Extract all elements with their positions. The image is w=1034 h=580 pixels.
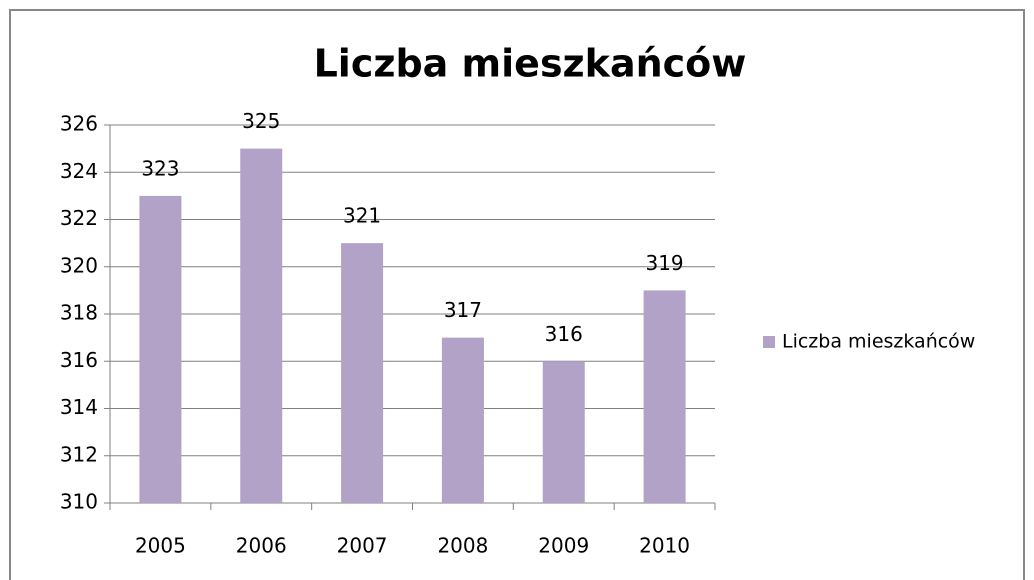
- data-label: 317: [444, 298, 482, 322]
- y-tick-label: 324: [60, 159, 98, 183]
- x-tick-label: 2010: [639, 534, 690, 558]
- y-tick-label: 310: [60, 490, 98, 514]
- y-tick-label: 322: [60, 206, 98, 230]
- legend-swatch: [763, 336, 775, 348]
- y-tick-label: 312: [60, 442, 98, 466]
- data-label: 325: [242, 109, 280, 133]
- bar: [542, 361, 585, 503]
- legend-label: Liczba mieszkańców: [782, 331, 975, 353]
- x-tick-label: 2009: [538, 534, 589, 558]
- y-tick-label: 318: [60, 301, 98, 325]
- y-tick-label: 320: [60, 253, 98, 277]
- bar: [441, 337, 484, 503]
- y-tick-label: 326: [60, 112, 98, 136]
- bar: [341, 243, 384, 503]
- bar: [139, 195, 182, 503]
- x-tick-label: 2006: [236, 534, 287, 558]
- chart-title: Liczba mieszkańców: [314, 42, 747, 86]
- y-tick-label: 316: [60, 348, 98, 372]
- data-label: 321: [343, 204, 381, 228]
- data-label: 319: [645, 251, 683, 275]
- chart-border: [9, 9, 1025, 580]
- bar: [240, 148, 283, 503]
- bar: [643, 290, 686, 503]
- x-tick-label: 2005: [135, 534, 186, 558]
- x-tick-label: 2008: [437, 534, 488, 558]
- x-tick-label: 2007: [337, 534, 388, 558]
- data-label: 316: [545, 322, 583, 346]
- y-tick-label: 314: [60, 395, 98, 419]
- data-label: 323: [141, 156, 179, 180]
